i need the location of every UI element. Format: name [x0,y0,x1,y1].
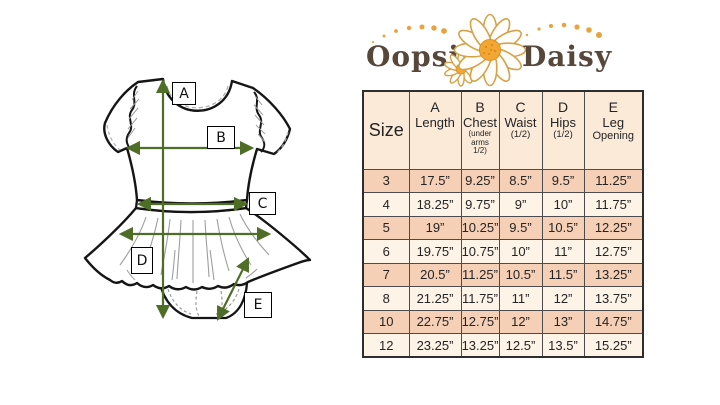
size-cell: 7 [362,262,410,287]
size-cell: 6 [362,239,410,264]
value-cell: 9.75” [460,192,500,217]
measurement-label-c: C [249,192,276,215]
size-chart-table: Size A Length B Chest (under arms 1/2) C… [362,90,644,358]
value-cell: 17.5” [408,168,462,193]
table-row: 4 18.25” 9.75” 9” 10” 11.75” [362,192,644,217]
daisy-flower-icon [444,13,527,87]
table-header-row: Size A Length B Chest (under arms 1/2) C… [362,90,644,170]
column-note: (under arms 1/2) [468,129,492,155]
brand-word-daisy: Daisy [522,40,613,73]
size-cell: 5 [362,215,410,240]
value-cell: 13.25” [583,262,644,287]
value-cell: 20.5” [408,262,462,287]
value-cell: 11.75” [460,286,500,311]
value-cell: 23.25” [408,333,462,358]
value-cell: 9.5” [541,168,585,193]
value-cell: 13.75” [583,286,644,311]
column-header-size: Size [362,90,410,170]
measurement-arrows [118,78,272,321]
value-cell: 11” [541,239,585,264]
column-header-chest: B Chest (under arms 1/2) [460,90,500,170]
size-cell: 3 [362,168,410,193]
column-header-length: A Length [408,90,462,170]
measurement-label-e: E [244,292,272,318]
value-cell: 11.5” [541,262,585,287]
value-cell: 11” [498,286,543,311]
column-name: Length [415,115,455,130]
column-letter: E [608,99,618,115]
value-cell: 12” [498,309,543,334]
value-cell: 21.25” [408,286,462,311]
value-cell: 13.25” [460,333,500,358]
column-header-waist: C Waist (1/2) [498,90,543,170]
brand-logo: Oopsie [360,12,622,90]
table-row: 12 23.25” 13.25” 12.5” 13.5” 15.25” [362,333,644,358]
table-row: 10 22.75” 12.75” 12” 13” 14.75” [362,309,644,334]
value-cell: 9” [498,192,543,217]
table-row: 8 21.25” 11.75” 11” 12” 13.75” [362,286,644,311]
column-name: Hips [549,115,576,130]
value-cell: 8.5” [498,168,543,193]
value-cell: 9.25” [460,168,500,193]
value-cell: 12” [541,286,585,311]
value-cell: 15.25” [583,333,644,358]
column-name: Chest [463,115,497,130]
size-cell: 10 [362,309,410,334]
column-note: Opening [592,130,635,142]
value-cell: 12.75” [460,309,500,334]
value-cell: 10” [498,239,543,264]
table-row: 6 19.75” 10.75” 10” 11” 12.75” [362,239,644,264]
value-cell: 10.5” [541,215,585,240]
value-cell: 18.25” [408,192,462,217]
measurement-label-a: A [172,82,196,105]
table-row: 7 20.5” 11.25” 10.5” 11.5” 13.25” [362,262,644,287]
value-cell: 13.5” [541,333,585,358]
column-letter: A [430,99,440,115]
value-cell: 12.25” [583,215,644,240]
value-cell: 22.75” [408,309,462,334]
value-cell: 14.75” [583,309,644,334]
value-cell: 12.5” [498,333,543,358]
column-note: (1/2) [510,129,531,140]
column-header-hips: D Hips (1/2) [541,90,585,170]
column-note: (1/2) [553,129,573,140]
value-cell: 11.25” [460,262,500,287]
value-cell: 10.75” [460,239,500,264]
value-cell: 13” [541,309,585,334]
value-cell: 10.5” [498,262,543,287]
value-cell: 10.25” [460,215,500,240]
value-cell: 10” [541,192,585,217]
value-cell: 12.75” [583,239,644,264]
size-cell: 4 [362,192,410,217]
value-cell: 19.75” [408,239,462,264]
column-letter: D [557,99,569,115]
column-name: Waist [504,115,537,130]
column-letter: C [515,99,526,115]
measurement-label-b: B [207,126,235,149]
size-cell: 12 [362,333,410,358]
table-row: 3 17.5” 9.25” 8.5” 9.5” 11.25” [362,168,644,193]
column-header-leg-opening: E Leg Opening [583,90,644,170]
column-letter: B [475,99,485,115]
value-cell: 9.5” [498,215,543,240]
value-cell: 11.25” [583,168,644,193]
table-row: 5 19” 10.25” 9.5” 10.5” 12.25” [362,215,644,240]
dress-diagram-icon [83,77,312,321]
value-cell: 19” [408,215,462,240]
column-name: Leg [602,115,625,130]
measurement-label-d: D [131,247,153,274]
size-cell: 8 [362,286,410,311]
value-cell: 11.75” [583,192,644,217]
